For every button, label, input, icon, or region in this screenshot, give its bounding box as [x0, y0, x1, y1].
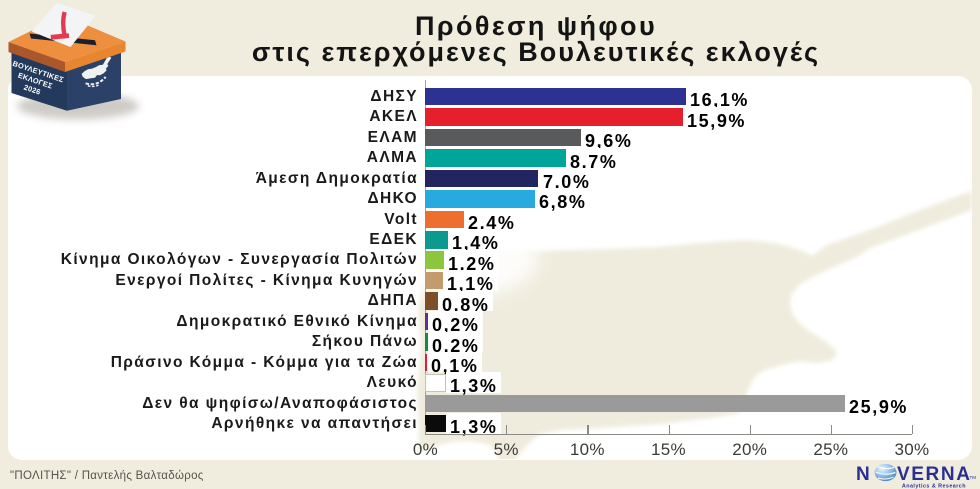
- svg-text:N: N: [856, 464, 870, 485]
- svg-text:VERNA: VERNA: [897, 464, 972, 485]
- svg-text:Analytics & Research: Analytics & Research: [902, 484, 966, 489]
- svg-text:TM: TM: [970, 475, 977, 480]
